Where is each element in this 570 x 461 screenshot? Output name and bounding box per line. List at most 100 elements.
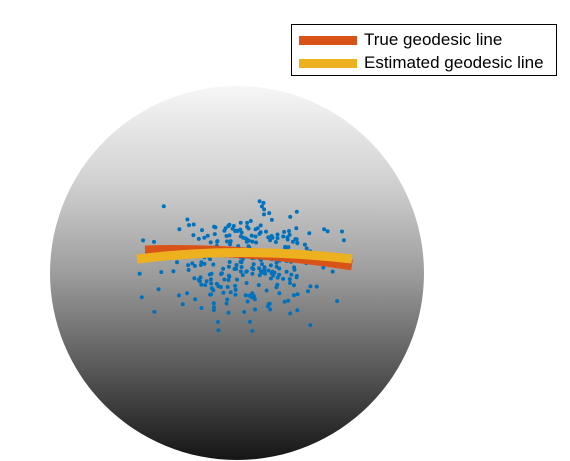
sample-point [216,320,220,324]
sample-point [249,233,254,238]
sample-point [233,287,238,292]
sample-point [239,265,244,269]
sample-point [294,226,299,231]
sample-point [292,267,297,272]
sample-point [295,308,300,313]
sample-point [180,302,185,307]
sample-point [222,228,227,233]
sample-point [246,226,251,231]
sample-point [275,236,280,241]
sample-point [281,234,286,239]
sample-point [227,260,232,264]
sample-point [307,231,312,236]
sample-point [341,238,346,243]
sample-point [156,287,161,292]
sample-point [233,283,238,288]
sample-point [291,293,296,298]
sample-point [208,240,213,245]
sample-point [268,276,273,281]
legend: True geodesic line Estimated geodesic li… [291,24,557,76]
sample-point [308,284,313,289]
sample-point [216,328,221,333]
sample-point [325,229,330,234]
sample-point [277,291,282,296]
sample-point [275,282,280,287]
sample-point [268,307,273,312]
sample-point [212,305,216,310]
sample-point [203,283,208,288]
sample-point [221,290,226,295]
sample-point [234,228,239,233]
sample-point [238,269,243,274]
sample-point [226,273,231,278]
sample-point [287,232,292,237]
sample-point [191,222,196,227]
sample-point [304,246,309,251]
sample-point [252,297,257,302]
sample-point [171,269,176,274]
sample-point [202,235,207,240]
sample-point [292,283,296,288]
sample-point [260,262,264,267]
sample-point [233,292,238,297]
sample-point [199,306,204,310]
sample-point [161,204,166,209]
sample-point [264,229,268,234]
unit-sphere [50,86,424,460]
sample-point [287,277,292,282]
sample-point [250,271,255,276]
sample-point [268,263,273,268]
sample-point [274,260,279,265]
sample-point [264,288,269,293]
sample-point [306,289,310,294]
sample-point [254,240,259,245]
sample-point [253,227,258,232]
sample-point [211,308,216,312]
sample-point [287,229,291,233]
sample-point [225,285,230,289]
sample-point [187,223,191,228]
sample-point [225,239,229,244]
sample-point [294,275,299,280]
sample-point [200,228,204,233]
sample-point [293,237,298,242]
sample-point [209,271,214,276]
sample-point [159,270,164,275]
sample-points [137,199,346,333]
sample-point [211,301,216,306]
sample-point [222,277,227,282]
sample-point [204,279,209,284]
legend-swatch-true [299,35,357,45]
sample-point [321,265,326,270]
sample-point [137,271,142,276]
sample-point [192,276,197,281]
sample-point [259,204,264,209]
sample-point [269,217,274,222]
sample-point [186,263,191,268]
sample-point [282,229,287,234]
sample-point [250,239,255,244]
sample-point [295,292,300,297]
sample-point [243,293,248,298]
sample-point [228,242,232,247]
sample-point [295,241,300,246]
sample-point [241,235,246,240]
sample-point [152,309,157,314]
sample-point [258,223,263,228]
sample-point [314,284,319,289]
sample-point [238,259,243,264]
legend-item-true: True geodesic line [292,28,502,52]
sample-point [288,214,293,219]
sample-point [199,282,204,287]
sample-point [275,275,280,280]
sample-point [224,234,229,238]
sample-point [224,301,229,306]
sample-point [261,200,266,205]
sample-point [265,304,270,309]
sample-point [253,307,257,312]
sample-point [269,234,274,238]
sample-point [289,272,294,277]
sample-point [275,232,280,237]
sample-point [267,211,272,216]
sample-point [177,293,181,298]
